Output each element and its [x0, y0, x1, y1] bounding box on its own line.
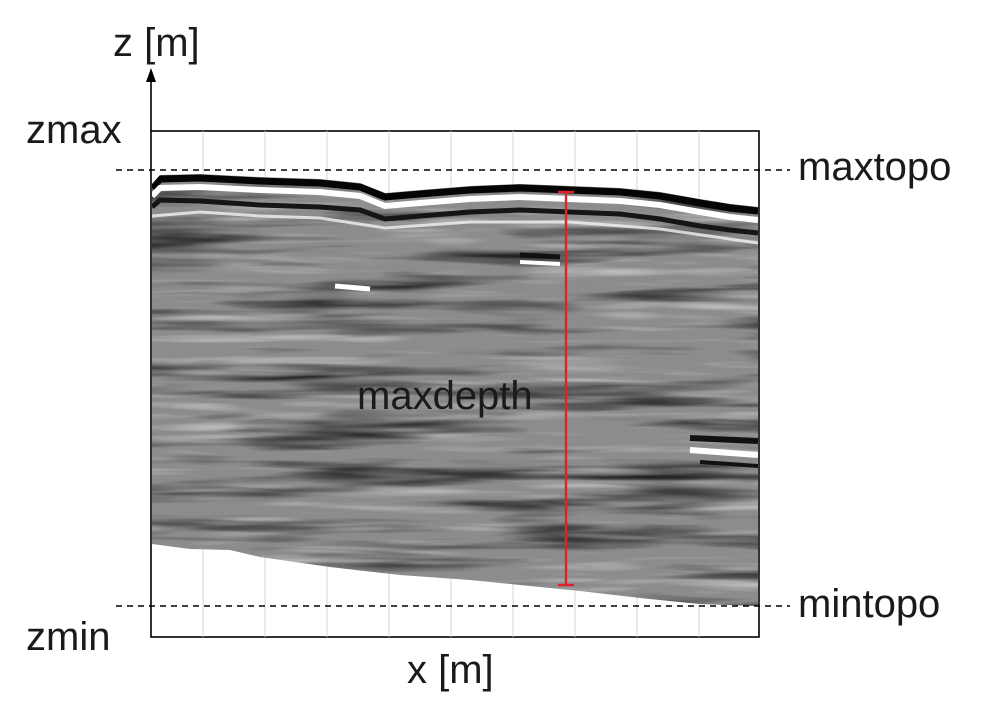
surface-reflection-dark: [152, 174, 758, 215]
surface-reflection-white: [152, 183, 758, 223]
plot-frame: [150, 130, 760, 638]
surface-reflection-dark-2: [152, 197, 758, 236]
maxtopo-label: maxtopo: [798, 145, 951, 189]
z-axis-arrowhead: [146, 68, 156, 82]
mintopo-label: mintopo: [798, 582, 940, 626]
zmin-label: zmin: [26, 615, 110, 659]
zmax-label: zmax: [26, 108, 122, 152]
maxdepth-label: maxdepth: [357, 374, 533, 418]
y-axis-label: z [m]: [113, 21, 200, 65]
x-axis-label: x [m]: [407, 648, 494, 692]
radargram-image: [152, 174, 758, 606]
maxdepth-marker: [558, 190, 574, 587]
